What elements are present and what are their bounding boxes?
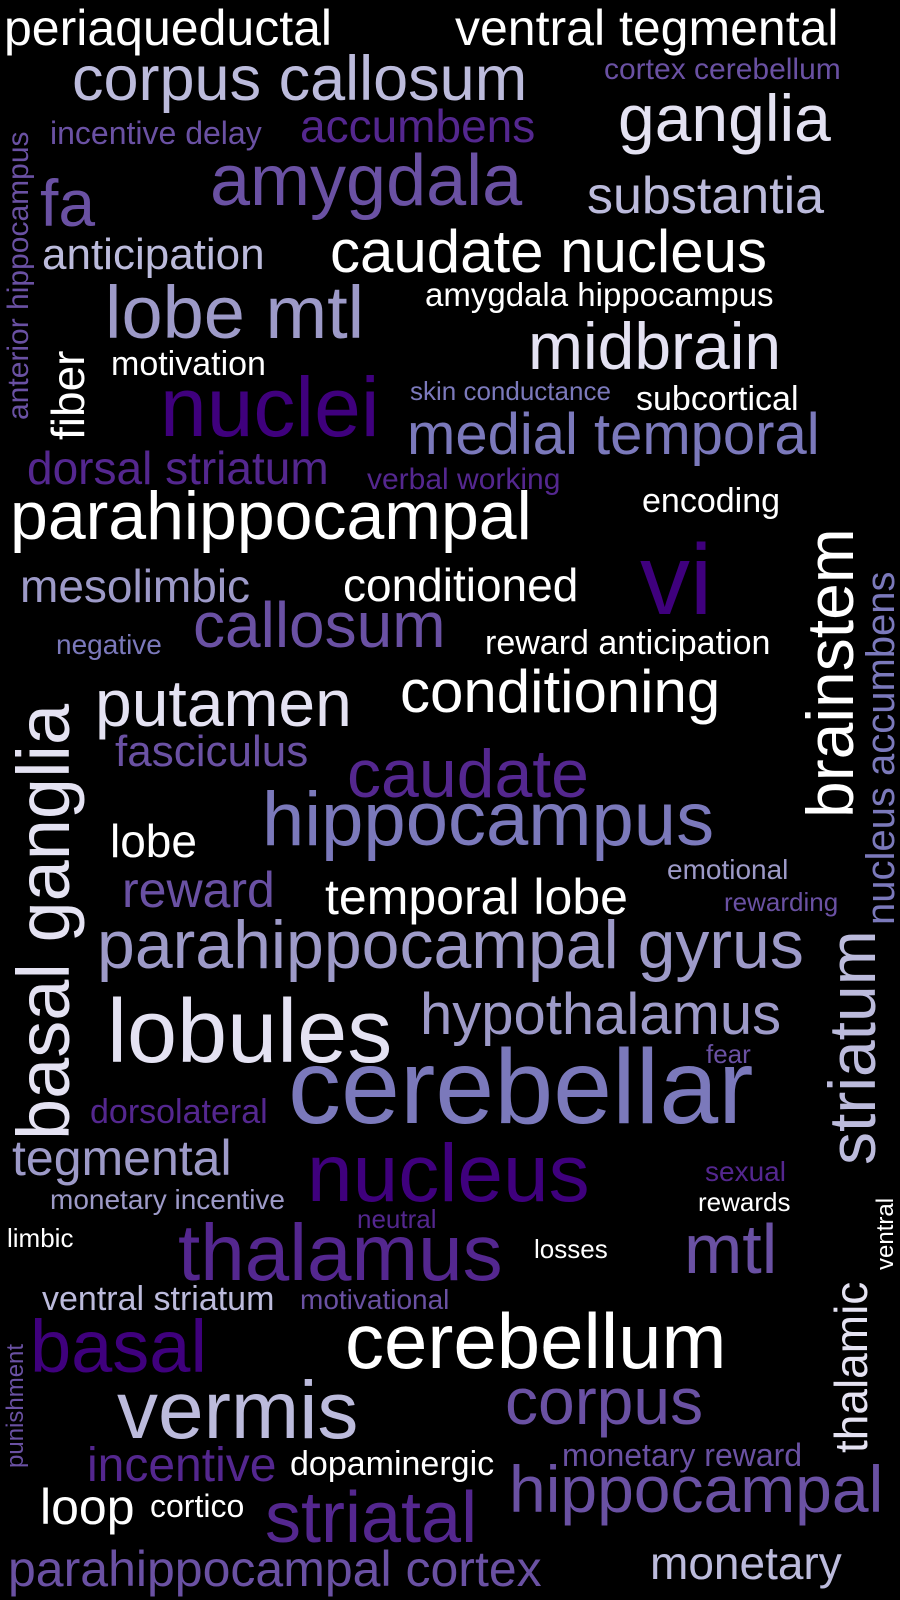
word-basal: basal xyxy=(30,1305,207,1388)
word-nucleus: nucleus xyxy=(307,1128,590,1219)
word-incentive-delay: incentive delay xyxy=(50,115,262,151)
word-putamen: putamen xyxy=(95,666,352,740)
word-periaqueductal: periaqueductal xyxy=(4,0,333,56)
word-corpus: corpus xyxy=(505,1364,704,1438)
word-brainstem: brainstem xyxy=(793,528,867,818)
word-losses: losses xyxy=(534,1234,608,1264)
word-motivational: motivational xyxy=(300,1284,450,1315)
word-dorsal-striatum: dorsal striatum xyxy=(27,442,329,494)
word-punishment: punishment xyxy=(2,1343,29,1468)
word-fasciculus: fasciculus xyxy=(115,727,309,776)
word-basal-ganglia: basal ganglia xyxy=(2,703,85,1140)
word-ganglia: ganglia xyxy=(618,81,831,155)
word-neutral: neutral xyxy=(357,1204,437,1234)
word-ventral: ventral xyxy=(872,1197,899,1270)
word-hippocampal: hippocampal xyxy=(509,1452,884,1526)
word-tegmental: tegmental xyxy=(12,1130,232,1186)
word-parahippocampal-gyrus: parahippocampal gyrus xyxy=(97,907,804,983)
word-fear: fear xyxy=(706,1039,751,1069)
word-cerebellar: cerebellar xyxy=(288,1028,754,1146)
word-ventral-striatum: ventral striatum xyxy=(42,1280,275,1318)
word-rewards: rewards xyxy=(698,1187,791,1217)
word-lobe: lobe xyxy=(110,815,197,867)
word-reward: reward xyxy=(122,862,275,918)
word-loop: loop xyxy=(40,1479,135,1535)
word-amygdala: amygdala xyxy=(210,141,523,221)
word-striatal: striatal xyxy=(265,1478,478,1558)
word-verbal-working: verbal working xyxy=(367,463,561,496)
word-conditioned: conditioned xyxy=(343,559,579,611)
word-parahippocampal: parahippocampal xyxy=(10,478,532,554)
word-cerebellum: cerebellum xyxy=(345,1297,727,1385)
word-monetary: monetary xyxy=(650,1537,842,1589)
word-mesolimbic: mesolimbic xyxy=(20,560,251,612)
word-caudate-nucleus: caudate nucleus xyxy=(330,218,767,285)
word-negative: negative xyxy=(56,629,162,660)
word-ventral-tegmental: ventral tegmental xyxy=(455,0,839,56)
word-fa: fa xyxy=(40,166,96,240)
word-parahippocampal-cortex: parahippocampal cortex xyxy=(8,1541,542,1597)
word-substantia: substantia xyxy=(587,167,825,225)
word-hypothalamus: hypothalamus xyxy=(420,982,782,1047)
word-subcortical: subcortical xyxy=(636,380,799,418)
word-caudate: caudate xyxy=(347,736,589,812)
word-fiber: fiber xyxy=(42,350,94,440)
word-mtl: mtl xyxy=(684,1210,778,1288)
word-anticipation: anticipation xyxy=(42,230,265,279)
word-monetary-reward: monetary reward xyxy=(562,1437,803,1473)
word-anterior-hippocampus: anterior hippocampus xyxy=(2,131,35,420)
word-temporal-lobe: temporal lobe xyxy=(325,869,628,925)
word-skin-conductance: skin conductance xyxy=(410,376,611,406)
word-cortico: cortico xyxy=(150,1488,245,1524)
word-accumbens: accumbens xyxy=(300,100,536,152)
word-nuclei: nuclei xyxy=(160,360,380,454)
word-dopaminergic: dopaminergic xyxy=(290,1445,495,1483)
word-midbrain: midbrain xyxy=(528,309,782,383)
word-limbic: limbic xyxy=(7,1223,74,1253)
word-medial-temporal: medial temporal xyxy=(407,402,820,467)
word-reward-anticipation: reward anticipation xyxy=(485,624,771,662)
word-thalamus: thalamus xyxy=(178,1208,503,1297)
word-lobe-mtl: lobe mtl xyxy=(105,271,365,354)
word-sexual: sexual xyxy=(705,1156,786,1187)
word-thalamic: thalamic xyxy=(825,1281,877,1453)
word-callosum: callosum xyxy=(193,589,446,661)
word-hippocampus: hippocampus xyxy=(262,777,715,862)
word-nucleus-accumbens: nucleus accumbens xyxy=(859,571,900,925)
word-monetary-incentive: monetary incentive xyxy=(50,1184,286,1215)
word-lobules: lobules xyxy=(107,982,393,1082)
word-striatum: striatum xyxy=(815,930,889,1165)
word-vermis: vermis xyxy=(117,1365,359,1456)
word-dorsolateral: dorsolateral xyxy=(90,1093,268,1131)
word-vi: vi xyxy=(640,524,713,636)
word-emotional: emotional xyxy=(667,854,789,885)
word-cortex-cerebellum: cortex cerebellum xyxy=(604,53,841,86)
word-conditioning: conditioning xyxy=(400,658,721,725)
word-motivation: motivation xyxy=(111,345,266,383)
word-encoding: encoding xyxy=(642,482,781,520)
word-corpus-callosum: corpus callosum xyxy=(72,44,528,114)
word-incentive: incentive xyxy=(87,1439,277,1492)
word-rewarding: rewarding xyxy=(724,887,839,917)
word-amygdala-hippocampus: amygdala hippocampus xyxy=(425,276,774,313)
